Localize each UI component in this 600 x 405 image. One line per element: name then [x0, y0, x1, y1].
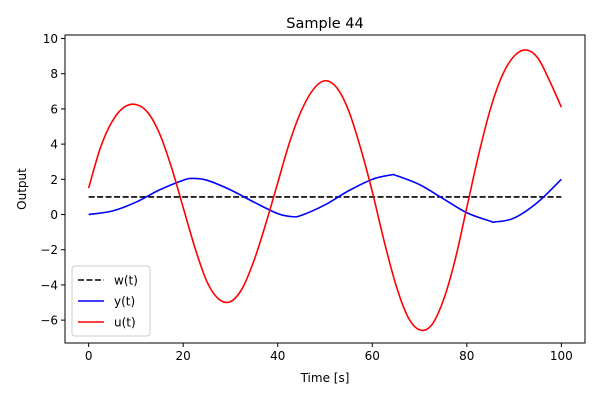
y-tick-label: 2 — [50, 173, 58, 187]
x-tick-label: 20 — [176, 349, 191, 363]
y-tick-label: −4 — [40, 278, 58, 292]
x-tick-label: 80 — [459, 349, 474, 363]
y-tick-label: 8 — [50, 67, 58, 81]
legend-label: w(t) — [114, 274, 138, 288]
y-axis-label: Output — [15, 168, 29, 210]
legend-box — [71, 265, 151, 337]
y-axis: −6 −4 −2 0 2 4 6 8 10 — [40, 32, 65, 328]
x-tick-label: 0 — [85, 349, 93, 363]
y-tick-label: 6 — [50, 102, 58, 116]
y-tick-label: −6 — [40, 314, 58, 328]
x-axis-label: Time [s] — [300, 371, 350, 385]
y-tick-label: 0 — [50, 208, 58, 222]
x-tick-label: 40 — [270, 349, 285, 363]
x-axis: 0 20 40 60 80 100 — [85, 343, 573, 363]
legend-label: y(t) — [114, 295, 135, 309]
x-tick-label: 60 — [365, 349, 380, 363]
legend-label: u(t) — [114, 316, 136, 330]
series-line-yt — [88, 173, 562, 224]
y-tick-label: 10 — [43, 32, 58, 46]
axes-frame — [64, 34, 586, 344]
x-tick-label: 100 — [550, 349, 573, 363]
legend: w(t) y(t) u(t) — [71, 265, 151, 337]
y-tick-label: 4 — [50, 138, 58, 152]
series-line-ut — [87, 49, 563, 332]
y-tick-label: −2 — [40, 243, 58, 257]
plot-area — [87, 49, 563, 332]
chart-title: Sample 44 — [286, 16, 363, 32]
